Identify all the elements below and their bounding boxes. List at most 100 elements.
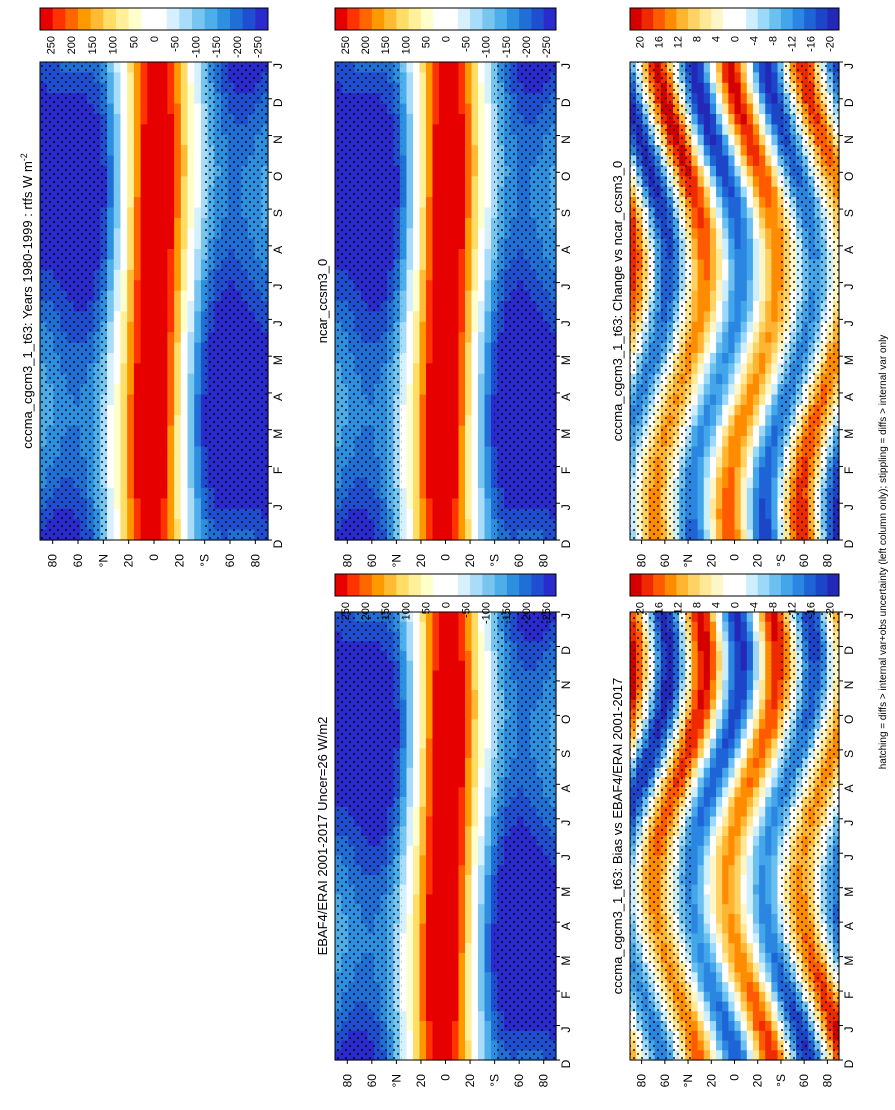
field-cell (722, 156, 729, 167)
field-cell (194, 332, 201, 343)
x-tick-label: J (842, 320, 856, 326)
field-cell (181, 343, 188, 354)
colorbar-swatch (243, 8, 256, 30)
field-cell (728, 228, 735, 239)
field-cell (134, 291, 141, 302)
field-cell (174, 395, 181, 406)
field-cell (716, 509, 723, 520)
field-cell (420, 311, 427, 322)
field-cell (472, 176, 479, 187)
field-cell (167, 467, 174, 478)
field-cell (704, 104, 711, 115)
field-cell (735, 93, 742, 104)
field-cell (465, 405, 472, 416)
field-cell (728, 405, 735, 416)
field-cell (426, 509, 433, 520)
field-cell (426, 301, 433, 312)
field-cell (765, 124, 772, 135)
field-cell (420, 395, 427, 406)
field-cell (439, 239, 446, 250)
field-cell (446, 436, 453, 447)
field-cell (459, 332, 466, 343)
field-cell (120, 114, 127, 125)
field-cell (188, 322, 195, 333)
field-cell (771, 395, 778, 406)
field-cell (728, 72, 735, 83)
field-cell (134, 93, 141, 104)
colorbar-tick-label: -150 (501, 36, 513, 58)
field-cell (147, 291, 154, 302)
field-cell (485, 72, 492, 83)
field-cell (716, 124, 723, 135)
field-cell (127, 239, 134, 250)
field-cell (446, 332, 453, 343)
field-cell (141, 166, 148, 177)
field-cell (120, 363, 127, 374)
field-cell (426, 343, 433, 354)
field-cell (147, 488, 154, 499)
field-cell (120, 218, 127, 229)
y-tick-label: 80 (537, 554, 551, 568)
field-cell (465, 446, 472, 457)
field-cell (174, 249, 181, 260)
field-cell (465, 530, 472, 541)
field-cell (765, 519, 772, 530)
field-cell (439, 166, 446, 177)
field-cell (478, 280, 485, 291)
field-cell (485, 436, 492, 447)
field-cell (181, 166, 188, 177)
field-cell (120, 343, 127, 354)
field-cell (741, 124, 748, 135)
field-cell (174, 270, 181, 281)
field-cell (759, 156, 766, 167)
stipple-overlay (630, 62, 693, 540)
field-cell (716, 457, 723, 468)
field-cell (194, 530, 201, 541)
field-cell (485, 322, 492, 333)
field-cell (765, 135, 772, 146)
field-cell (134, 332, 141, 343)
field-cell (181, 270, 188, 281)
field-cell (698, 239, 705, 250)
field-cell (120, 509, 127, 520)
y-tick-label: 80 (248, 554, 262, 568)
field-cell (698, 353, 705, 364)
field-cell (127, 395, 134, 406)
field-cell (188, 207, 195, 218)
field-cell (741, 488, 748, 499)
colorbar-swatch (192, 8, 205, 30)
field-cell (114, 363, 121, 374)
field-cell (459, 457, 466, 468)
field-cell (154, 291, 161, 302)
field-cell (485, 135, 492, 146)
field-cell (759, 72, 766, 83)
field-cell (120, 83, 127, 94)
field-cell (728, 519, 735, 530)
field-cell (452, 249, 459, 260)
field-cell (735, 83, 742, 94)
field-cell (439, 519, 446, 530)
field-cell (759, 176, 766, 187)
field-cell (161, 519, 168, 530)
field-cell (465, 228, 472, 239)
field-cell (413, 124, 420, 135)
x-tick-label: D (271, 539, 285, 548)
field-cell (771, 457, 778, 468)
field-cell (413, 467, 420, 478)
field-cell (478, 353, 485, 364)
field-cell (704, 228, 711, 239)
field-cell (452, 395, 459, 406)
field-cell (127, 426, 134, 437)
field-cell (141, 446, 148, 457)
field-cell (433, 322, 440, 333)
field-cell (134, 104, 141, 115)
field-cell (478, 405, 485, 416)
field-cell (141, 93, 148, 104)
field-cell (141, 374, 148, 385)
field-cell (716, 353, 723, 364)
field-cell (753, 405, 760, 416)
field-cell (459, 395, 466, 406)
field-cell (478, 270, 485, 281)
field-cell (759, 291, 766, 302)
field-cell (413, 509, 420, 520)
